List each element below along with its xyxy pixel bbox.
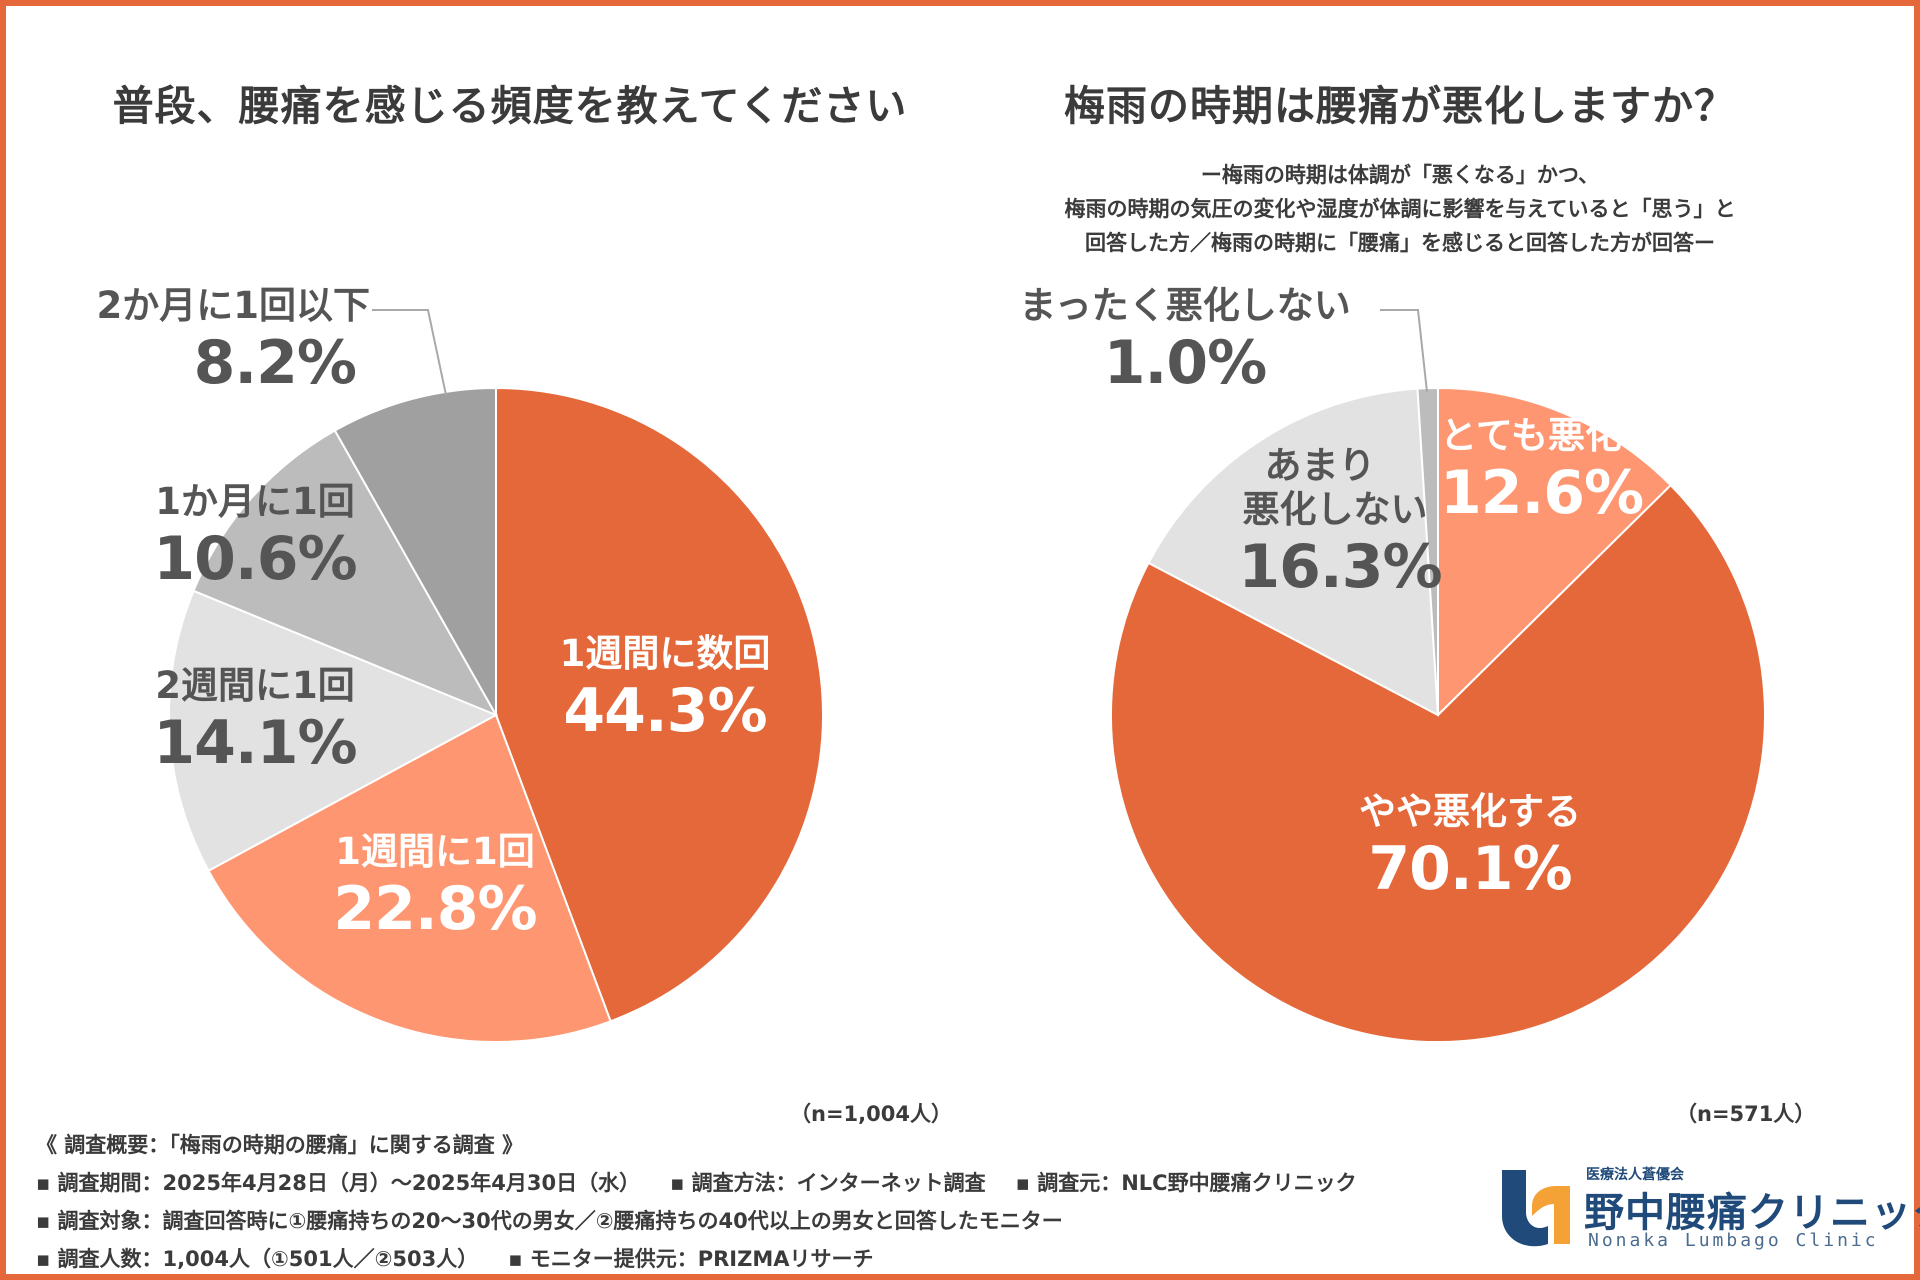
survey-provider: ▪ モニター提供元：PRIZMAリサーチ bbox=[508, 1247, 874, 1271]
survey-method: ▪ 調査方法：インターネット調査 bbox=[670, 1171, 986, 1195]
pie-chart-rainy-season-worsening bbox=[1110, 386, 1766, 1043]
pie-slice-4 bbox=[1416, 386, 1439, 716]
pie-slice-2 bbox=[207, 713, 612, 1043]
slice-label-not-at-all-worse: まったく悪化しない 1.0% bbox=[1000, 284, 1370, 398]
slice-label-value: 70.1% bbox=[1368, 834, 1572, 904]
pie-chart-lumbago-frequency bbox=[168, 386, 824, 1043]
slice-label-very-worse: とても悪化する 12.6% bbox=[1440, 414, 1770, 528]
survey-target: ▪ 調査対象：調査回答時に①腰痛持ちの20〜30代の男女／②腰痛持ちの40代以上… bbox=[36, 1209, 1063, 1233]
survey-overview: 《 調査概要：「梅雨の時期の腰痛」に関する調査 》 ▪ 調査期間：2025年4月… bbox=[36, 1126, 1387, 1278]
slice-label-value: 14.1% bbox=[153, 708, 357, 778]
chart1-sample-size: （n=1,004人） bbox=[790, 1102, 952, 1126]
clinic-org-name: 医療法人蒼優会 bbox=[1586, 1167, 1684, 1183]
survey-row: ▪ 調査期間：2025年4月28日（月）〜2025年4月30日（水） ▪ 調査方法… bbox=[36, 1164, 1387, 1202]
slice-label-value: 44.3% bbox=[563, 676, 767, 746]
slice-label-name: 2か月に1回以下 bbox=[96, 284, 371, 327]
slice-label-name: とても悪化する bbox=[1440, 414, 1697, 457]
slice-label-name: あまり bbox=[1264, 444, 1376, 487]
clinic-logo: 医療法人蒼優会 野中腰痛クリニック Nonaka Lumbago Clinic bbox=[1496, 1160, 1920, 1260]
chart2-subtitle-line: ー梅雨の時期は体調が「悪くなる」かつ、 bbox=[1200, 163, 1600, 187]
clinic-name-en: Nonaka Lumbago Clinic bbox=[1588, 1230, 1879, 1251]
leader-line-2months bbox=[372, 309, 447, 396]
slice-label-value: 10.6% bbox=[153, 524, 357, 594]
clinic-name: 野中腰痛クリニック bbox=[1584, 1190, 1920, 1236]
survey-period: ▪ 調査期間：2025年4月28日（月）〜2025年4月30日（水） bbox=[36, 1171, 641, 1195]
chart2-subtitle: ー梅雨の時期は体調が「悪くなる」かつ、 梅雨の時期の気圧の変化や湿度が体調に影響… bbox=[960, 158, 1840, 260]
slice-label-somewhat-worse: やや悪化する 70.1% bbox=[1290, 790, 1650, 904]
slice-label-value: 8.2% bbox=[193, 328, 357, 398]
chart1-title: 普段、腰痛を感じる頻度を教えてください bbox=[112, 82, 908, 130]
slice-label-weekly-several: 1週間に数回 44.3% bbox=[520, 632, 810, 746]
slice-label-value: 1.0% bbox=[1103, 328, 1267, 398]
clinic-logo-mark-icon bbox=[1502, 1170, 1570, 1247]
slice-label-name: 悪化しない bbox=[1242, 488, 1428, 531]
pie-slice-5 bbox=[333, 386, 497, 719]
pie-slice-3 bbox=[168, 589, 499, 873]
chart2-subtitle-line: 梅雨の時期の気圧の変化や湿度が体調に影響を与えていると「思う」と bbox=[1064, 197, 1736, 221]
slice-label-biweekly: 2週間に1回 14.1% bbox=[130, 664, 380, 778]
slice-label-name: 1週間に数回 bbox=[559, 632, 771, 675]
pie-slice-1 bbox=[495, 386, 824, 1023]
pie-slice-3 bbox=[1147, 387, 1440, 717]
slice-label-name: やや悪化する bbox=[1359, 790, 1581, 833]
survey-count: ▪ 調査人数：1,004人（①501人／②503人） bbox=[36, 1247, 479, 1271]
slice-label-name: まったく悪化しない bbox=[1019, 284, 1351, 327]
leader-line-not-at-all bbox=[1380, 309, 1428, 393]
slice-label-monthly: 1か月に1回 10.6% bbox=[130, 480, 380, 594]
leader-lines bbox=[372, 309, 1428, 396]
slice-label-not-much-worse: あまり 悪化しない 16.3% bbox=[1190, 444, 1450, 602]
survey-organizer: ▪ 調査元：NLC野中腰痛クリニック bbox=[1015, 1171, 1357, 1195]
slice-label-value: 12.6% bbox=[1440, 458, 1644, 528]
slice-label-bimonthly-or-less: 2か月に1回以下 8.2% bbox=[50, 284, 371, 398]
chart2-sample-size: （n=571人） bbox=[1676, 1102, 1816, 1126]
slice-label-name: 1週間に1回 bbox=[335, 830, 535, 873]
chart2-subtitle-line: 回答した方／梅雨の時期に「腰痛」を感じると回答した方が回答ー bbox=[1085, 231, 1715, 255]
slice-label-name: 1か月に1回 bbox=[155, 480, 355, 523]
pie-slice-1 bbox=[1437, 386, 1673, 718]
pie-slice-2 bbox=[1110, 483, 1766, 1043]
slice-label-value: 22.8% bbox=[333, 874, 537, 944]
survey-row: ▪ 調査人数：1,004人（①501人／②503人） ▪ モニター提供元：PRIZ… bbox=[36, 1240, 1387, 1278]
slice-label-name: 2週間に1回 bbox=[155, 664, 355, 707]
pie-slice-4 bbox=[192, 429, 499, 718]
chart2-title: 梅雨の時期は腰痛が悪化しますか？ bbox=[1064, 82, 1736, 130]
slice-label-value: 16.3% bbox=[1238, 532, 1442, 602]
survey-heading: 《 調査概要：「梅雨の時期の腰痛」に関する調査 》 bbox=[36, 1133, 524, 1157]
slice-label-weekly-once: 1週間に1回 22.8% bbox=[290, 830, 580, 944]
